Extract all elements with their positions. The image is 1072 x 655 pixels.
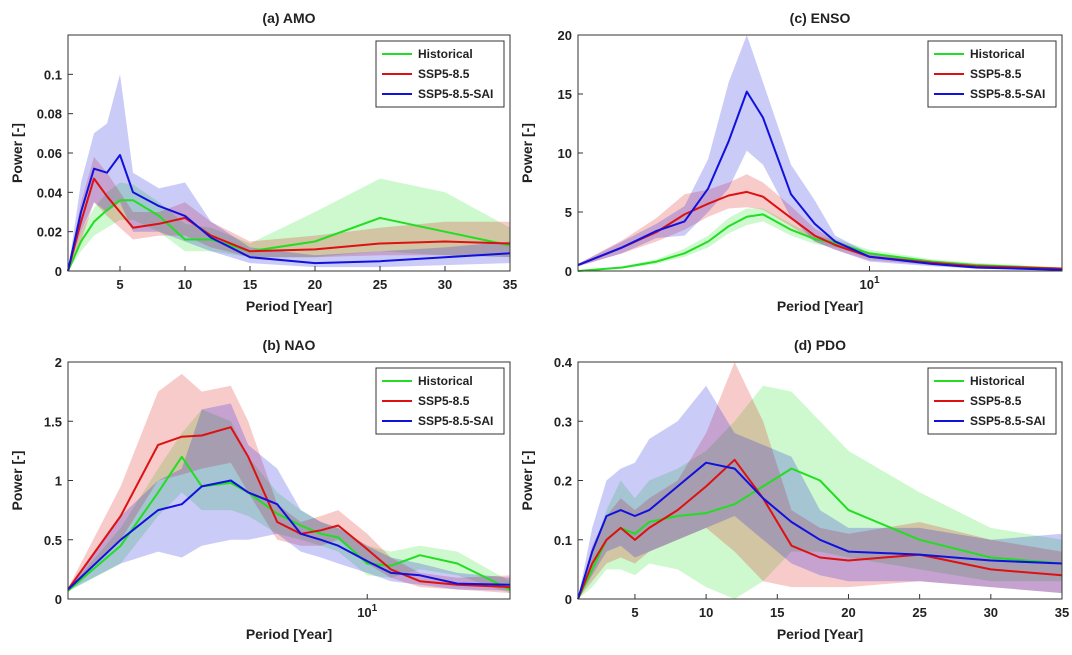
y-tick-label: 0.06 xyxy=(37,146,62,161)
legend-label: SSP5-8.5-SAI xyxy=(970,414,1045,428)
y-tick-label: 1.5 xyxy=(44,414,62,429)
x-tick-label: 15 xyxy=(243,277,257,292)
confidence-band xyxy=(68,403,510,591)
x-tick-label: 30 xyxy=(438,277,452,292)
legend-label: SSP5-8.5 xyxy=(418,394,470,408)
panel-title: (b) NAO xyxy=(263,337,316,353)
y-tick-label: 0.04 xyxy=(37,185,63,200)
legend-label: Historical xyxy=(418,374,473,388)
x-axis-label: Period [Year] xyxy=(777,298,863,314)
panel-title: (c) ENSO xyxy=(790,10,851,26)
x-tick-label: 15 xyxy=(770,605,784,620)
x-tick-label: 20 xyxy=(308,277,322,292)
y-tick-label: 0.1 xyxy=(44,67,62,82)
legend-label: Historical xyxy=(970,374,1025,388)
panel-title: (d) PDO xyxy=(794,337,846,353)
series-line xyxy=(67,199,511,272)
legend-label: SSP5-8.5-SAI xyxy=(970,87,1045,101)
x-axis-label: Period [Year] xyxy=(777,626,863,642)
panel: (b) NAO Period [Year] Power [-] 0 0.5 1 1.5 2 10… xyxy=(9,337,511,642)
confidence-band xyxy=(68,409,510,594)
x-axis-label: Period [Year] xyxy=(246,626,332,642)
panel: (a) AMO Period [Year] Power [-] 0 0.02 0.04 0.… xyxy=(9,10,517,314)
y-tick-label: 0 xyxy=(55,592,62,607)
x-tick-label: 101 xyxy=(357,603,377,620)
y-tick-label: 0.3 xyxy=(554,414,572,429)
confidence-band xyxy=(68,178,510,271)
x-tick-label: 25 xyxy=(373,277,387,292)
x-tick-label: 5 xyxy=(116,277,123,292)
legend-label: SSP5-8.5-SAI xyxy=(418,414,493,428)
x-tick-label: 35 xyxy=(1055,605,1069,620)
series-line xyxy=(67,177,511,272)
y-axis-label: Power [-] xyxy=(9,123,25,183)
y-tick-label: 0.2 xyxy=(554,474,572,489)
y-tick-label: 15 xyxy=(558,87,572,102)
y-tick-label: 0 xyxy=(565,264,572,279)
series-line xyxy=(67,426,511,591)
series-line xyxy=(577,213,1063,272)
y-tick-label: 0.4 xyxy=(554,355,573,370)
x-tick-label: 10 xyxy=(699,605,713,620)
y-tick-label: 10 xyxy=(558,146,572,161)
y-tick-label: 0 xyxy=(565,592,572,607)
legend-label: Historical xyxy=(970,47,1025,61)
y-axis-label: Power [-] xyxy=(519,123,535,183)
legend-label: SSP5-8.5 xyxy=(970,394,1022,408)
y-tick-label: 20 xyxy=(558,28,572,43)
y-axis-label: Power [-] xyxy=(519,451,535,511)
confidence-band xyxy=(578,362,1062,599)
y-tick-label: 0 xyxy=(55,264,62,279)
panel: (c) ENSO Period [Year] Power [-] 0 5 10 15 20 10… xyxy=(519,10,1063,314)
x-tick-label: 20 xyxy=(841,605,855,620)
confidence-band xyxy=(578,35,1062,270)
x-tick-label: 30 xyxy=(984,605,998,620)
legend-label: SSP5-8.5-SAI xyxy=(418,87,493,101)
legend-label: SSP5-8.5 xyxy=(418,67,470,81)
panel: (d) PDO Period [Year] Power [-] 0 0.1 0.2 0.3 0… xyxy=(519,337,1069,642)
legend-label: SSP5-8.5 xyxy=(970,67,1022,81)
series-line xyxy=(67,479,511,591)
x-tick-label: 101 xyxy=(859,275,879,292)
series-line xyxy=(577,458,1063,600)
x-tick-label: 35 xyxy=(503,277,517,292)
series-line xyxy=(577,90,1063,271)
x-tick-label: 5 xyxy=(631,605,638,620)
y-tick-label: 1 xyxy=(55,474,62,489)
y-tick-label: 2 xyxy=(55,355,62,370)
legend-label: Historical xyxy=(418,47,473,61)
y-axis-label: Power [-] xyxy=(9,451,25,511)
y-tick-label: 0.1 xyxy=(554,533,572,548)
panel-title: (a) AMO xyxy=(262,10,315,26)
y-tick-label: 0.02 xyxy=(37,225,62,240)
y-tick-label: 0.5 xyxy=(44,533,62,548)
confidence-band xyxy=(578,174,1062,270)
x-tick-label: 25 xyxy=(912,605,926,620)
x-tick-label: 10 xyxy=(178,277,192,292)
confidence-band xyxy=(68,74,510,271)
x-axis-label: Period [Year] xyxy=(246,298,332,314)
series-line xyxy=(577,461,1063,600)
y-tick-label: 5 xyxy=(565,205,572,220)
y-tick-label: 0.08 xyxy=(37,107,62,122)
series-line xyxy=(67,154,511,272)
confidence-band xyxy=(68,373,510,594)
